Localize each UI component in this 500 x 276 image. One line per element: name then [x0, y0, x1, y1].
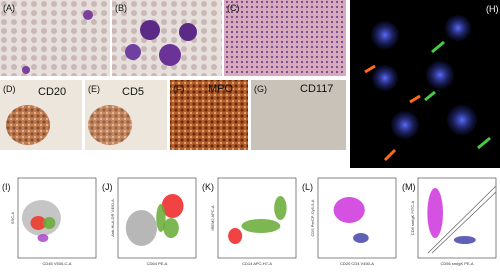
- event-cluster: [353, 233, 369, 243]
- gate-lines: [427, 185, 497, 254]
- panel-b: (B): [112, 0, 222, 76]
- x-axis-label: CD56 smIgK PE-A: [440, 261, 473, 266]
- panel-label: (F): [173, 84, 185, 94]
- event-cluster: [427, 188, 443, 238]
- panel-label: (G): [254, 84, 267, 94]
- panel-label: (B): [115, 3, 127, 13]
- event-cluster: [37, 234, 49, 242]
- panel-h: (H): [350, 0, 500, 168]
- nucleus: [447, 105, 477, 135]
- stain-label: CD5: [122, 86, 144, 98]
- micrograph: [224, 0, 346, 76]
- event-cluster: [161, 194, 184, 218]
- events: [333, 197, 369, 243]
- panel-f: (F) MPO: [170, 80, 248, 150]
- nucleus: [371, 21, 399, 49]
- panel-label: (A): [3, 3, 15, 13]
- stain-area: [6, 105, 50, 145]
- events: [125, 194, 184, 246]
- panel-label: (E): [88, 84, 100, 94]
- event-cluster: [453, 236, 476, 244]
- micrograph: [251, 80, 346, 150]
- fish-image: [350, 0, 500, 168]
- event-cluster: [333, 197, 365, 223]
- y-axis-label: CD5 PerCP-Cy5-5-A: [310, 199, 315, 236]
- stain-label: CD20: [38, 86, 66, 98]
- event-cluster: [163, 218, 179, 238]
- panel-e: (E) CD5: [85, 80, 167, 150]
- panel-d: (D) CD20: [0, 80, 82, 150]
- panel-label: (K): [202, 182, 214, 192]
- event-cluster: [30, 216, 47, 230]
- panel-label: (L): [302, 182, 313, 192]
- events: [427, 185, 497, 254]
- flow-plot: (L) CD20 CD4 V450-A CD5 PerCP-Cy5-5-A: [302, 177, 397, 266]
- nucleus: [372, 65, 398, 91]
- y-axis-label: IREM2 APC-A: [210, 205, 215, 231]
- panel-label: (M): [402, 182, 416, 192]
- micrograph: [0, 0, 110, 76]
- flow-plots: (I) CD45 V500-C-A SSC-A (J) CD64 PE-A Anti-HL…: [2, 177, 497, 266]
- event-cluster: [241, 219, 281, 233]
- event-cluster: [156, 204, 166, 232]
- y-axis-label: SSC-A: [10, 212, 15, 225]
- panel-c: (C): [224, 0, 346, 76]
- event-cluster: [125, 210, 157, 246]
- events: [228, 196, 287, 244]
- plot-area: [217, 177, 297, 259]
- panel-label: (H): [486, 4, 499, 14]
- panel-label: (I): [2, 182, 11, 192]
- stain-label: MPO: [208, 83, 234, 95]
- event-cluster: [228, 228, 243, 244]
- flow-plot: (M) CD56 smIgK PE-A CD8 smIgK FITC-A: [402, 177, 497, 266]
- y-axis-label: CD8 smIgK FITC-A: [410, 200, 415, 235]
- cell: [159, 44, 181, 66]
- panel-a: (A): [0, 0, 110, 76]
- flow-plot: (J) CD64 PE-A Anti-HLA-DR V450-A: [102, 177, 197, 266]
- stain-area: [88, 105, 132, 145]
- cell: [22, 66, 30, 74]
- event-cluster: [274, 196, 287, 220]
- cell: [125, 44, 141, 60]
- green-arrows: [424, 40, 491, 150]
- panel-g: (G) CD117: [251, 80, 346, 150]
- flow-plot: (K) CD14 APC-H7-A IREM2 APC-A: [202, 177, 297, 266]
- y-axis-label: Anti-HLA-DR V450-A: [110, 199, 115, 237]
- panel-label: (D): [3, 84, 16, 94]
- nucleus: [426, 61, 454, 89]
- cell: [179, 23, 197, 41]
- orange-arrows: [364, 64, 421, 162]
- stain-label: CD117: [300, 83, 333, 95]
- x-axis-label: CD20 CD4 V450-A: [340, 261, 374, 266]
- x-axis-label: CD45 V500-C-A: [43, 261, 72, 266]
- nucleus: [391, 111, 419, 139]
- event-cluster: [42, 217, 56, 229]
- panel-label: (J): [102, 182, 113, 192]
- nucleus: [445, 15, 471, 41]
- events: [21, 200, 61, 242]
- micrograph: [170, 80, 248, 150]
- flow-plot: (I) CD45 V500-C-A SSC-A: [2, 177, 97, 266]
- cell: [83, 10, 93, 20]
- panel-label: (C): [227, 3, 240, 13]
- cell: [140, 20, 160, 40]
- x-axis-label: CD64 PE-A: [147, 261, 168, 266]
- x-axis-label: CD14 APC-H7-A: [242, 261, 272, 266]
